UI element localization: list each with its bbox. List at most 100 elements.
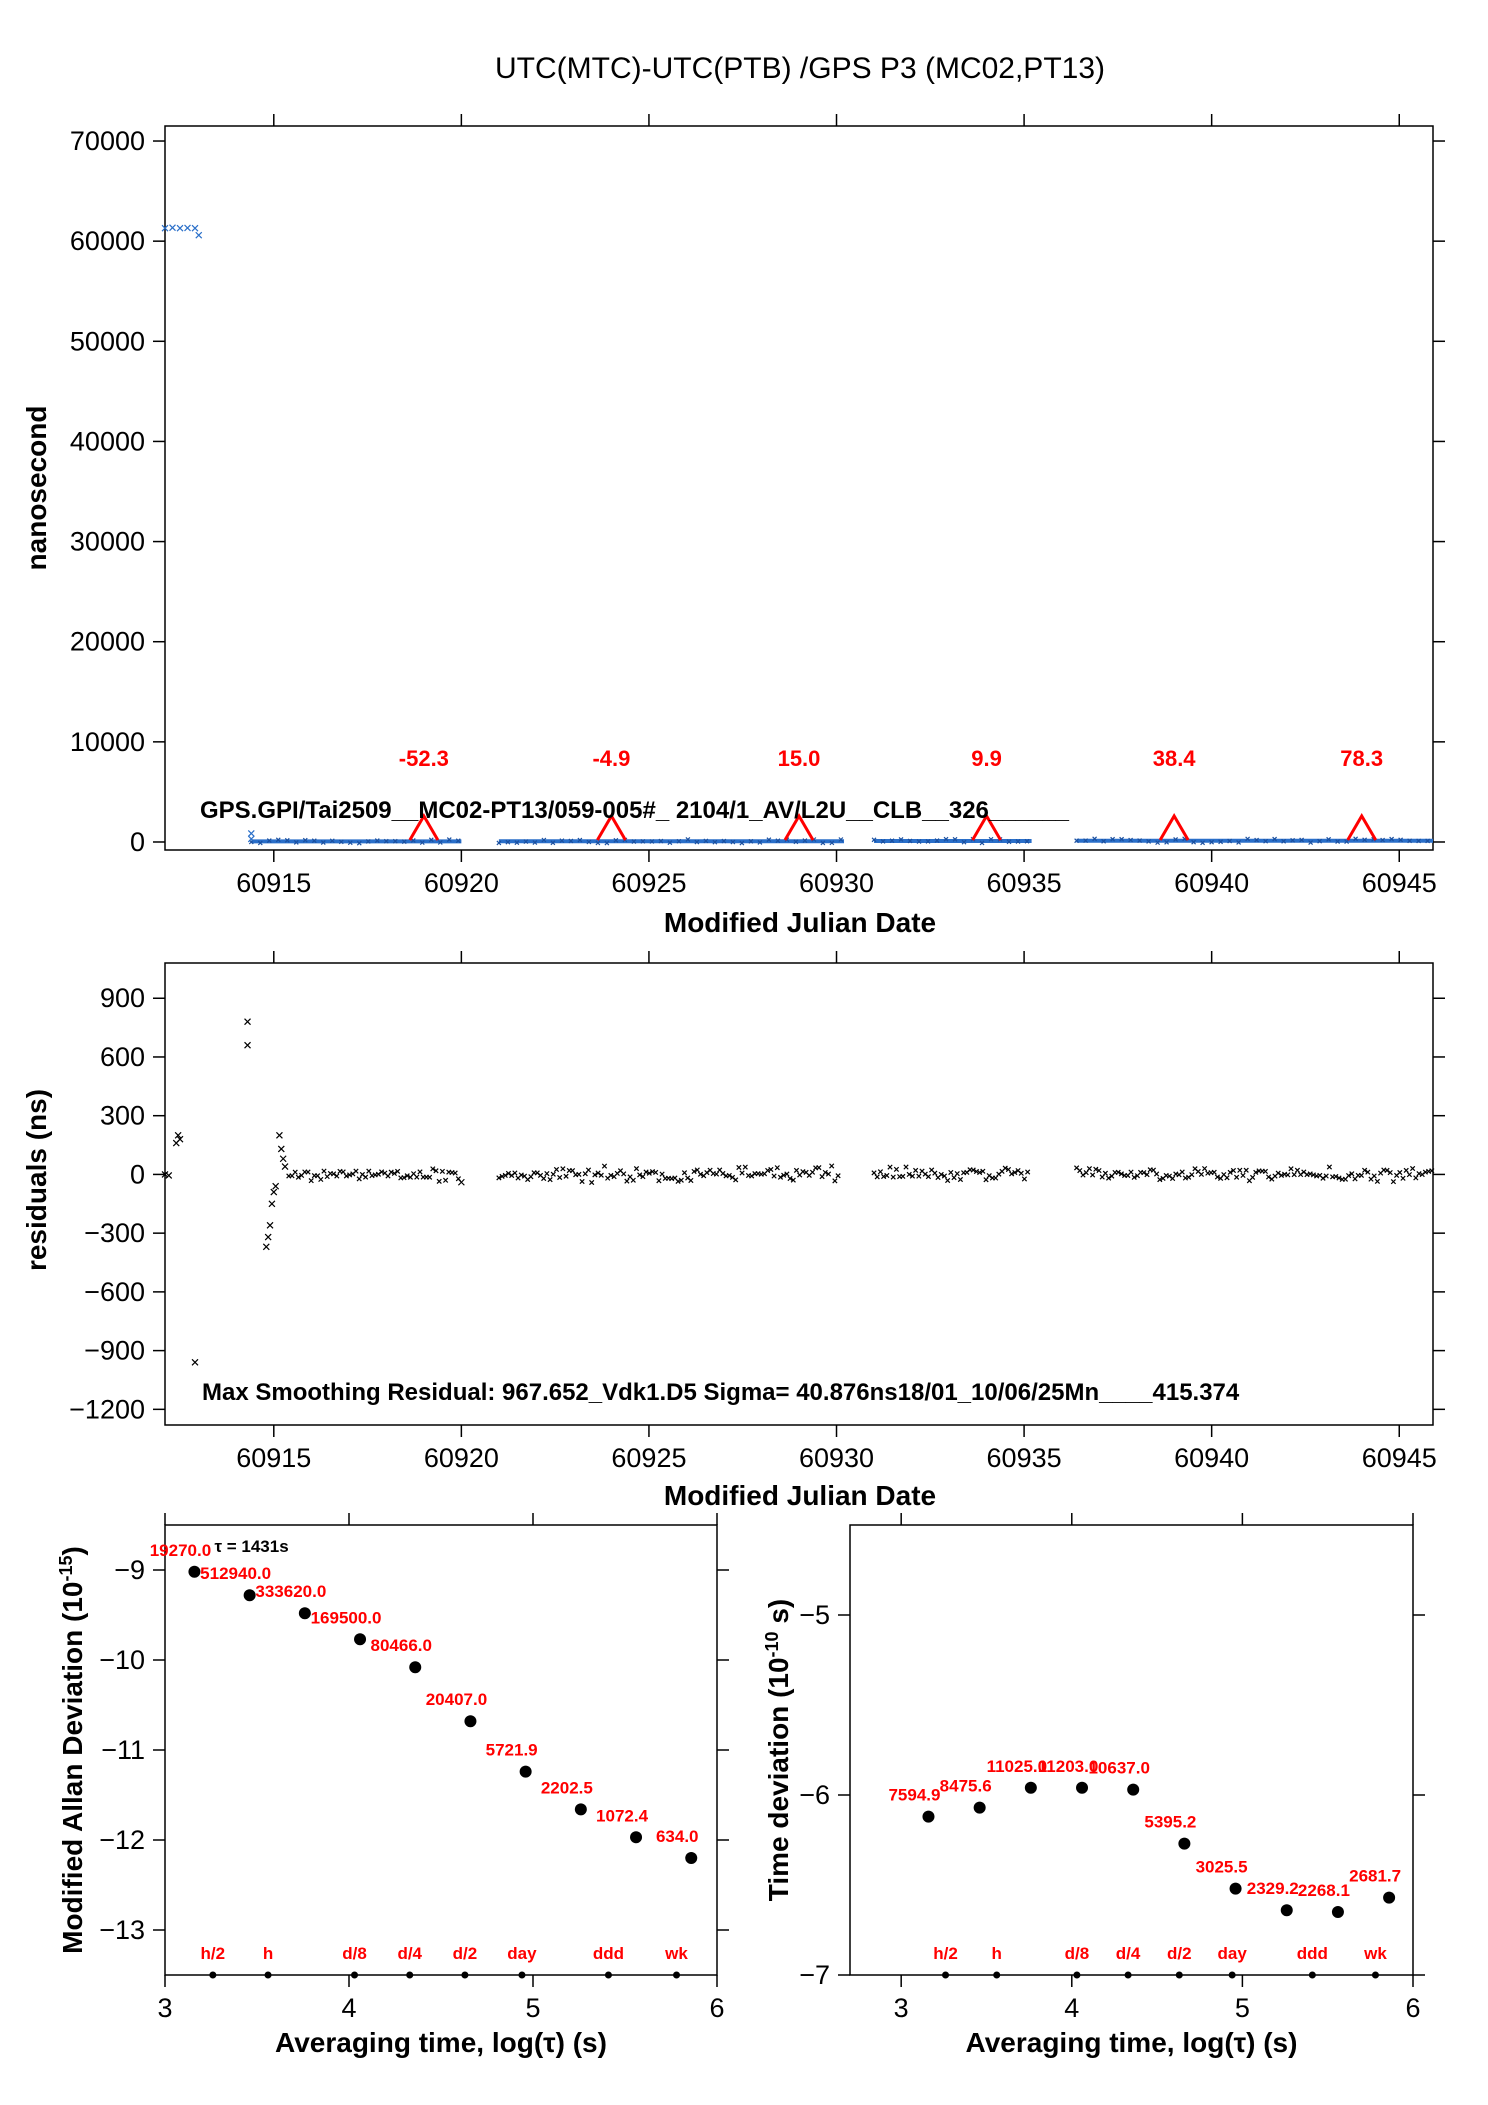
main-data-point bbox=[191, 224, 199, 232]
residual-point bbox=[1096, 1167, 1102, 1174]
residual-point bbox=[1214, 1174, 1221, 1180]
mdev-data-point bbox=[354, 1633, 367, 1646]
residual-point bbox=[1131, 1174, 1137, 1180]
residual-point bbox=[277, 1145, 285, 1153]
residual-point bbox=[1233, 1174, 1240, 1180]
tdev-x-tick-label: 5 bbox=[1235, 1993, 1250, 2023]
main-data-point bbox=[979, 840, 985, 846]
residual-point bbox=[653, 1169, 659, 1176]
tdev-frame bbox=[849, 1524, 1414, 1976]
residual-point bbox=[305, 1169, 311, 1175]
mdev-point-label: 169500.0 bbox=[311, 1608, 382, 1627]
mdev-point-label: 5721.9 bbox=[486, 1741, 538, 1760]
residual-point bbox=[1211, 1169, 1217, 1175]
main-data-point bbox=[712, 839, 718, 845]
mdev-period-mark bbox=[604, 1971, 612, 1979]
residuals-plot: 60915 60920 60925 60930 60935 60940 60945 900 60… bbox=[21, 951, 1445, 1511]
residual-point bbox=[1406, 1171, 1413, 1178]
residual-point bbox=[544, 1170, 550, 1177]
main-data-point bbox=[293, 840, 299, 845]
mdev-x-tick-label: 4 bbox=[341, 1993, 356, 2023]
mdev-y-tick-label: −10 bbox=[99, 1645, 145, 1675]
residual-point bbox=[391, 1170, 398, 1177]
mdev-period-label: h bbox=[263, 1944, 273, 1963]
residuals-x-tick-label: 60945 bbox=[1362, 1443, 1437, 1473]
residual-point bbox=[659, 1171, 665, 1177]
main-data-point bbox=[595, 840, 601, 846]
residual-point bbox=[404, 1173, 410, 1179]
main-data-point bbox=[1024, 838, 1030, 844]
residual-point bbox=[1358, 1172, 1365, 1179]
mdev-x-tick-label: 5 bbox=[525, 1993, 540, 2023]
residual-point bbox=[356, 1176, 362, 1182]
residual-point bbox=[1384, 1167, 1390, 1174]
residuals-y-tick-label: 300 bbox=[100, 1101, 145, 1131]
residual-point bbox=[191, 1358, 199, 1366]
calibration-marker bbox=[783, 813, 815, 841]
residual-point bbox=[353, 1168, 359, 1174]
main-data-point bbox=[532, 840, 538, 846]
residual-point bbox=[835, 1173, 841, 1179]
main-y-tick-label: 10000 bbox=[70, 727, 145, 757]
residual-point bbox=[768, 1166, 774, 1173]
main-data-point bbox=[1326, 836, 1332, 842]
main-x-tick-label: 60945 bbox=[1362, 868, 1437, 898]
mdev-period-label: d/2 bbox=[453, 1944, 478, 1963]
calibration-marker-label: -4.9 bbox=[592, 746, 630, 771]
mdev-data-point bbox=[574, 1803, 587, 1816]
residual-point bbox=[1201, 1165, 1208, 1172]
tdev-point-label: 7594.9 bbox=[888, 1786, 940, 1805]
main-data-point bbox=[1281, 838, 1287, 844]
residuals-y-axis-label: residuals (ns) bbox=[21, 1089, 52, 1271]
main-data-point bbox=[247, 835, 255, 843]
main-data-point bbox=[820, 840, 826, 846]
residual-point bbox=[270, 1188, 278, 1196]
main-data-point bbox=[437, 840, 443, 845]
residual-point bbox=[1390, 1179, 1397, 1185]
residual-point bbox=[790, 1177, 796, 1183]
tdev-period-mark bbox=[1308, 1971, 1316, 1979]
residual-point bbox=[439, 1168, 446, 1174]
mdev-period-mark bbox=[264, 1971, 272, 1979]
mdev-data-point bbox=[188, 1565, 201, 1578]
residual-point bbox=[592, 1172, 598, 1178]
main-data-point bbox=[907, 838, 913, 844]
mdev-period-label: day bbox=[507, 1944, 537, 1963]
residual-point bbox=[1265, 1174, 1272, 1180]
main-data-point bbox=[1407, 838, 1413, 844]
residual-point bbox=[691, 1168, 697, 1175]
residual-point bbox=[1005, 1166, 1012, 1173]
mdev-period-mark bbox=[518, 1971, 526, 1979]
main-data-point bbox=[1272, 836, 1278, 842]
residual-point bbox=[646, 1170, 652, 1176]
residual-point bbox=[832, 1178, 838, 1184]
tdev-data-point bbox=[1024, 1781, 1037, 1794]
residual-point bbox=[749, 1173, 755, 1179]
main-data-point bbox=[1209, 839, 1215, 845]
main-data-point bbox=[604, 840, 610, 846]
main-data-point bbox=[586, 839, 592, 845]
residual-point bbox=[697, 1171, 704, 1177]
mdev-y-tick-label: −11 bbox=[101, 1735, 145, 1765]
residual-point bbox=[681, 1170, 688, 1176]
residual-point bbox=[954, 1171, 960, 1177]
main-data-point bbox=[649, 839, 655, 844]
residual-point bbox=[334, 1173, 340, 1179]
residual-point bbox=[264, 1233, 272, 1241]
residual-point bbox=[1275, 1170, 1281, 1176]
residual-point bbox=[640, 1173, 646, 1180]
main-data-point bbox=[1254, 837, 1260, 843]
main-y-tick-label: 40000 bbox=[70, 426, 145, 456]
mdev-data-point bbox=[409, 1661, 422, 1674]
tdev-point-label: 10637.0 bbox=[1088, 1759, 1149, 1778]
residual-point bbox=[1179, 1169, 1185, 1175]
calibration-marker-label: -52.3 bbox=[399, 746, 449, 771]
residual-point bbox=[433, 1168, 439, 1174]
main-data-point bbox=[889, 838, 895, 844]
residual-point bbox=[736, 1164, 742, 1171]
main-data-point bbox=[934, 838, 940, 844]
residual-point bbox=[496, 1175, 502, 1181]
calibration-marker-label: 78.3 bbox=[1340, 746, 1383, 771]
residual-point bbox=[541, 1175, 547, 1182]
main-x-tick-label: 60915 bbox=[236, 868, 311, 898]
